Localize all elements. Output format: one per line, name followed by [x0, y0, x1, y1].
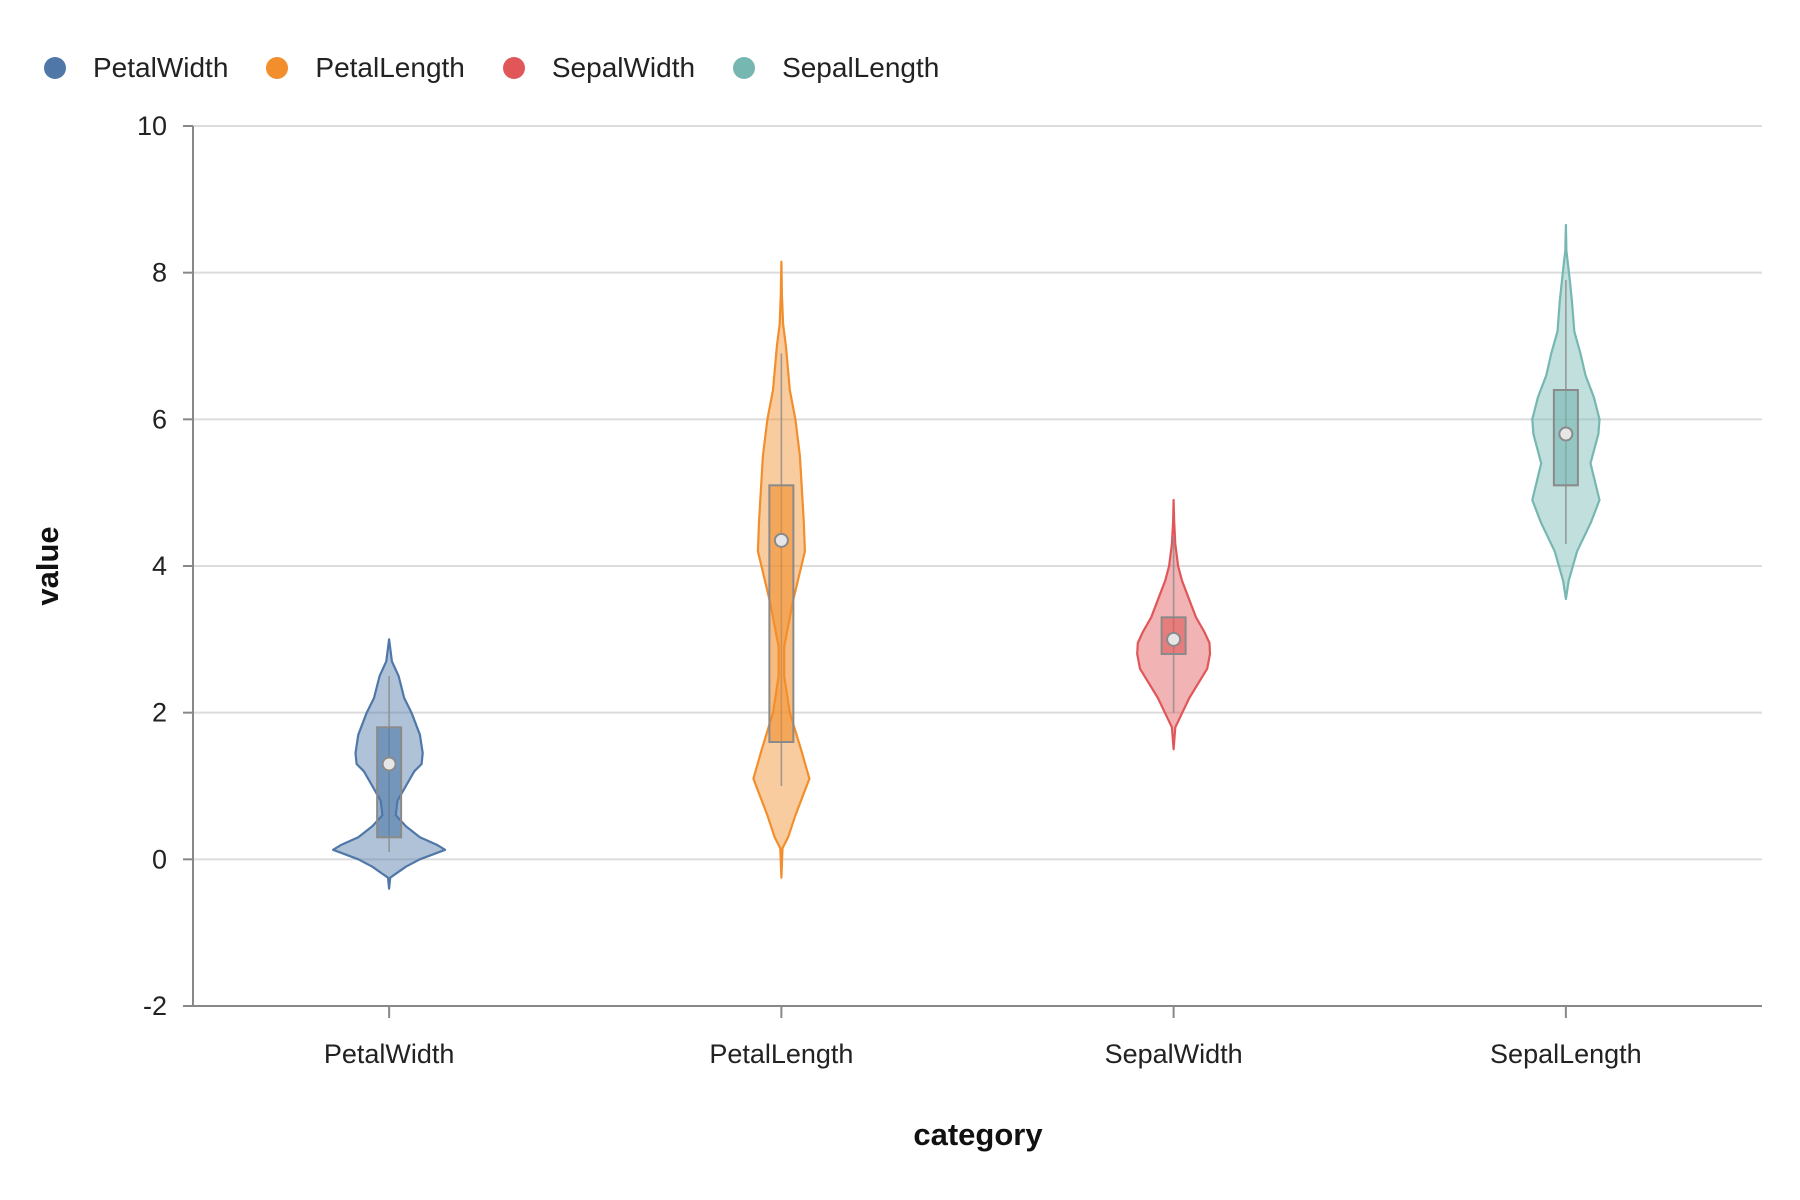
- x-axis-ticks: PetalWidth PetalLength SepalWidth SepalLeng…: [324, 1006, 1642, 1069]
- grid-lines: [193, 125, 1762, 861]
- x-tick-label: PetalWidth: [324, 1039, 455, 1069]
- y-tick-label: -2: [143, 991, 167, 1021]
- median-SepalWidth: [1166, 631, 1182, 647]
- legend-item: SepalLength: [733, 52, 939, 84]
- box-PetalWidth: [376, 726, 403, 839]
- y-tick-label: 8: [152, 258, 167, 288]
- legend-item: PetalWidth: [44, 52, 228, 84]
- x-tick-label: SepalLength: [1490, 1039, 1642, 1069]
- legend-label: PetalLength: [315, 52, 465, 83]
- box-PetalLength: [768, 484, 795, 743]
- violins: [332, 223, 1601, 890]
- y-axis-ticks: -2 0 2 4 6 8 10: [137, 111, 193, 1021]
- y-tick-label: 4: [152, 551, 167, 581]
- legend-swatch: [733, 57, 756, 79]
- legend-item: PetalLength: [266, 52, 465, 84]
- median-SepalLength: [1558, 426, 1574, 442]
- y-tick-label: 10: [137, 111, 167, 141]
- median-PetalLength: [773, 532, 789, 548]
- x-tick-label: SepalWidth: [1105, 1039, 1243, 1069]
- y-tick-label: 0: [152, 844, 167, 874]
- median-PetalWidth: [381, 756, 397, 772]
- y-tick-label: 6: [152, 404, 167, 434]
- legend: PetalWidth PetalLength SepalWidth SepalLeng…: [44, 48, 977, 88]
- legend-swatch: [266, 57, 289, 79]
- legend-label: SepalLength: [782, 52, 940, 83]
- x-tick-label: PetalLength: [709, 1039, 853, 1069]
- boxplots: [376, 280, 1579, 852]
- legend-label: PetalWidth: [93, 52, 229, 83]
- legend-item: SepalWidth: [502, 52, 696, 84]
- y-axis-title: value: [30, 526, 65, 605]
- legend-swatch: [502, 57, 525, 79]
- legend-swatch: [44, 57, 66, 79]
- y-tick-label: 2: [152, 698, 167, 728]
- x-axis-title: category: [913, 1117, 1043, 1152]
- legend-label: SepalWidth: [551, 52, 696, 83]
